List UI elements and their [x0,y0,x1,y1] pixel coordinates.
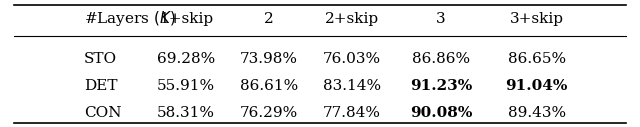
Text: 83.14%: 83.14% [323,79,381,93]
Text: STO: STO [84,52,117,66]
Text: 76.03%: 76.03% [323,52,381,66]
Text: 55.91%: 55.91% [157,79,215,93]
Text: 77.84%: 77.84% [323,106,381,120]
Text: 73.98%: 73.98% [240,52,298,66]
Text: 2: 2 [264,12,274,26]
Text: 89.43%: 89.43% [508,106,566,120]
Text: 91.23%: 91.23% [410,79,472,93]
Text: DET: DET [84,79,118,93]
Text: 90.08%: 90.08% [410,106,472,120]
Text: CON: CON [84,106,122,120]
Text: 2+skip: 2+skip [324,12,379,26]
Text: 86.86%: 86.86% [412,52,470,66]
Text: #Layers $(K)$: #Layers $(K)$ [84,9,177,28]
Text: 86.61%: 86.61% [240,79,298,93]
Text: 91.04%: 91.04% [506,79,568,93]
Text: 69.28%: 69.28% [157,52,215,66]
Text: 1+skip: 1+skip [159,12,213,26]
Text: 3+skip: 3+skip [509,12,564,26]
Text: 76.29%: 76.29% [240,106,298,120]
Text: 86.65%: 86.65% [508,52,566,66]
Text: 3: 3 [436,12,446,26]
Text: 58.31%: 58.31% [157,106,215,120]
